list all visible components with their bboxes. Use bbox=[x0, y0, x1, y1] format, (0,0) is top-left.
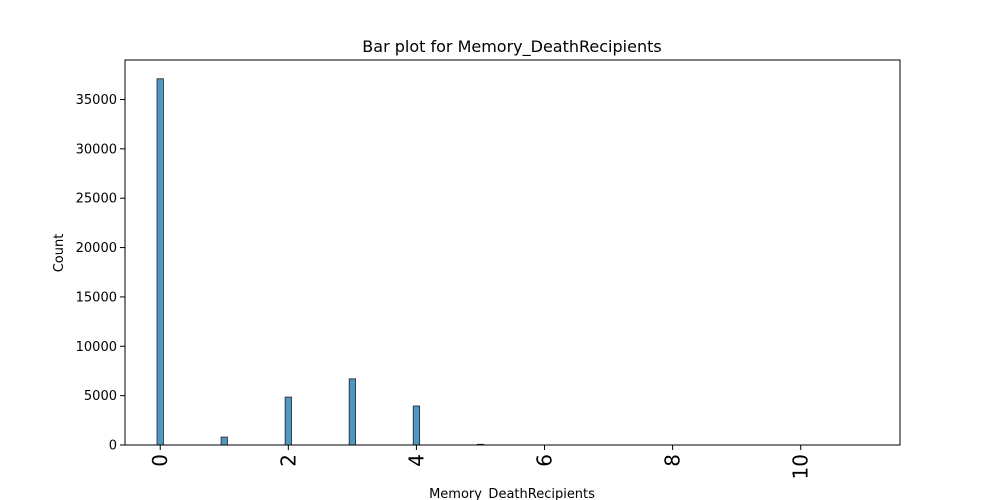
bar bbox=[412, 405, 421, 446]
bar bbox=[284, 396, 292, 446]
y-tick-label: 10000 bbox=[76, 340, 117, 355]
bar bbox=[220, 436, 228, 446]
y-tick-label: 5000 bbox=[84, 389, 117, 404]
x-tick-label: 4 bbox=[404, 454, 428, 467]
bar bbox=[348, 378, 356, 446]
bars-group bbox=[156, 78, 485, 446]
plot-frame bbox=[124, 59, 901, 446]
chart-title: Bar plot for Memory_DeathRecipients bbox=[362, 37, 661, 57]
y-tick-label: 15000 bbox=[76, 290, 117, 305]
x-tick-label: 8 bbox=[661, 454, 685, 467]
bar bbox=[156, 78, 164, 446]
x-axis-label: Memory_DeathRecipients bbox=[429, 487, 595, 500]
y-axis: 0 5000 10000 15000 20000 25000 30000 35000 bbox=[76, 93, 125, 454]
x-tick-label: 2 bbox=[276, 454, 300, 467]
x-tick-label: 6 bbox=[533, 454, 557, 467]
x-axis: 0 2 4 6 8 10 bbox=[148, 445, 813, 479]
y-tick-label: 0 bbox=[109, 439, 117, 454]
y-tick-label: 35000 bbox=[76, 93, 117, 108]
y-tick-label: 20000 bbox=[76, 241, 117, 256]
x-tick-label: 0 bbox=[148, 454, 172, 467]
y-tick-label: 30000 bbox=[76, 142, 117, 157]
x-tick-label: 10 bbox=[789, 454, 813, 479]
y-tick-label: 25000 bbox=[76, 192, 117, 207]
y-axis-label: Count bbox=[52, 234, 67, 273]
